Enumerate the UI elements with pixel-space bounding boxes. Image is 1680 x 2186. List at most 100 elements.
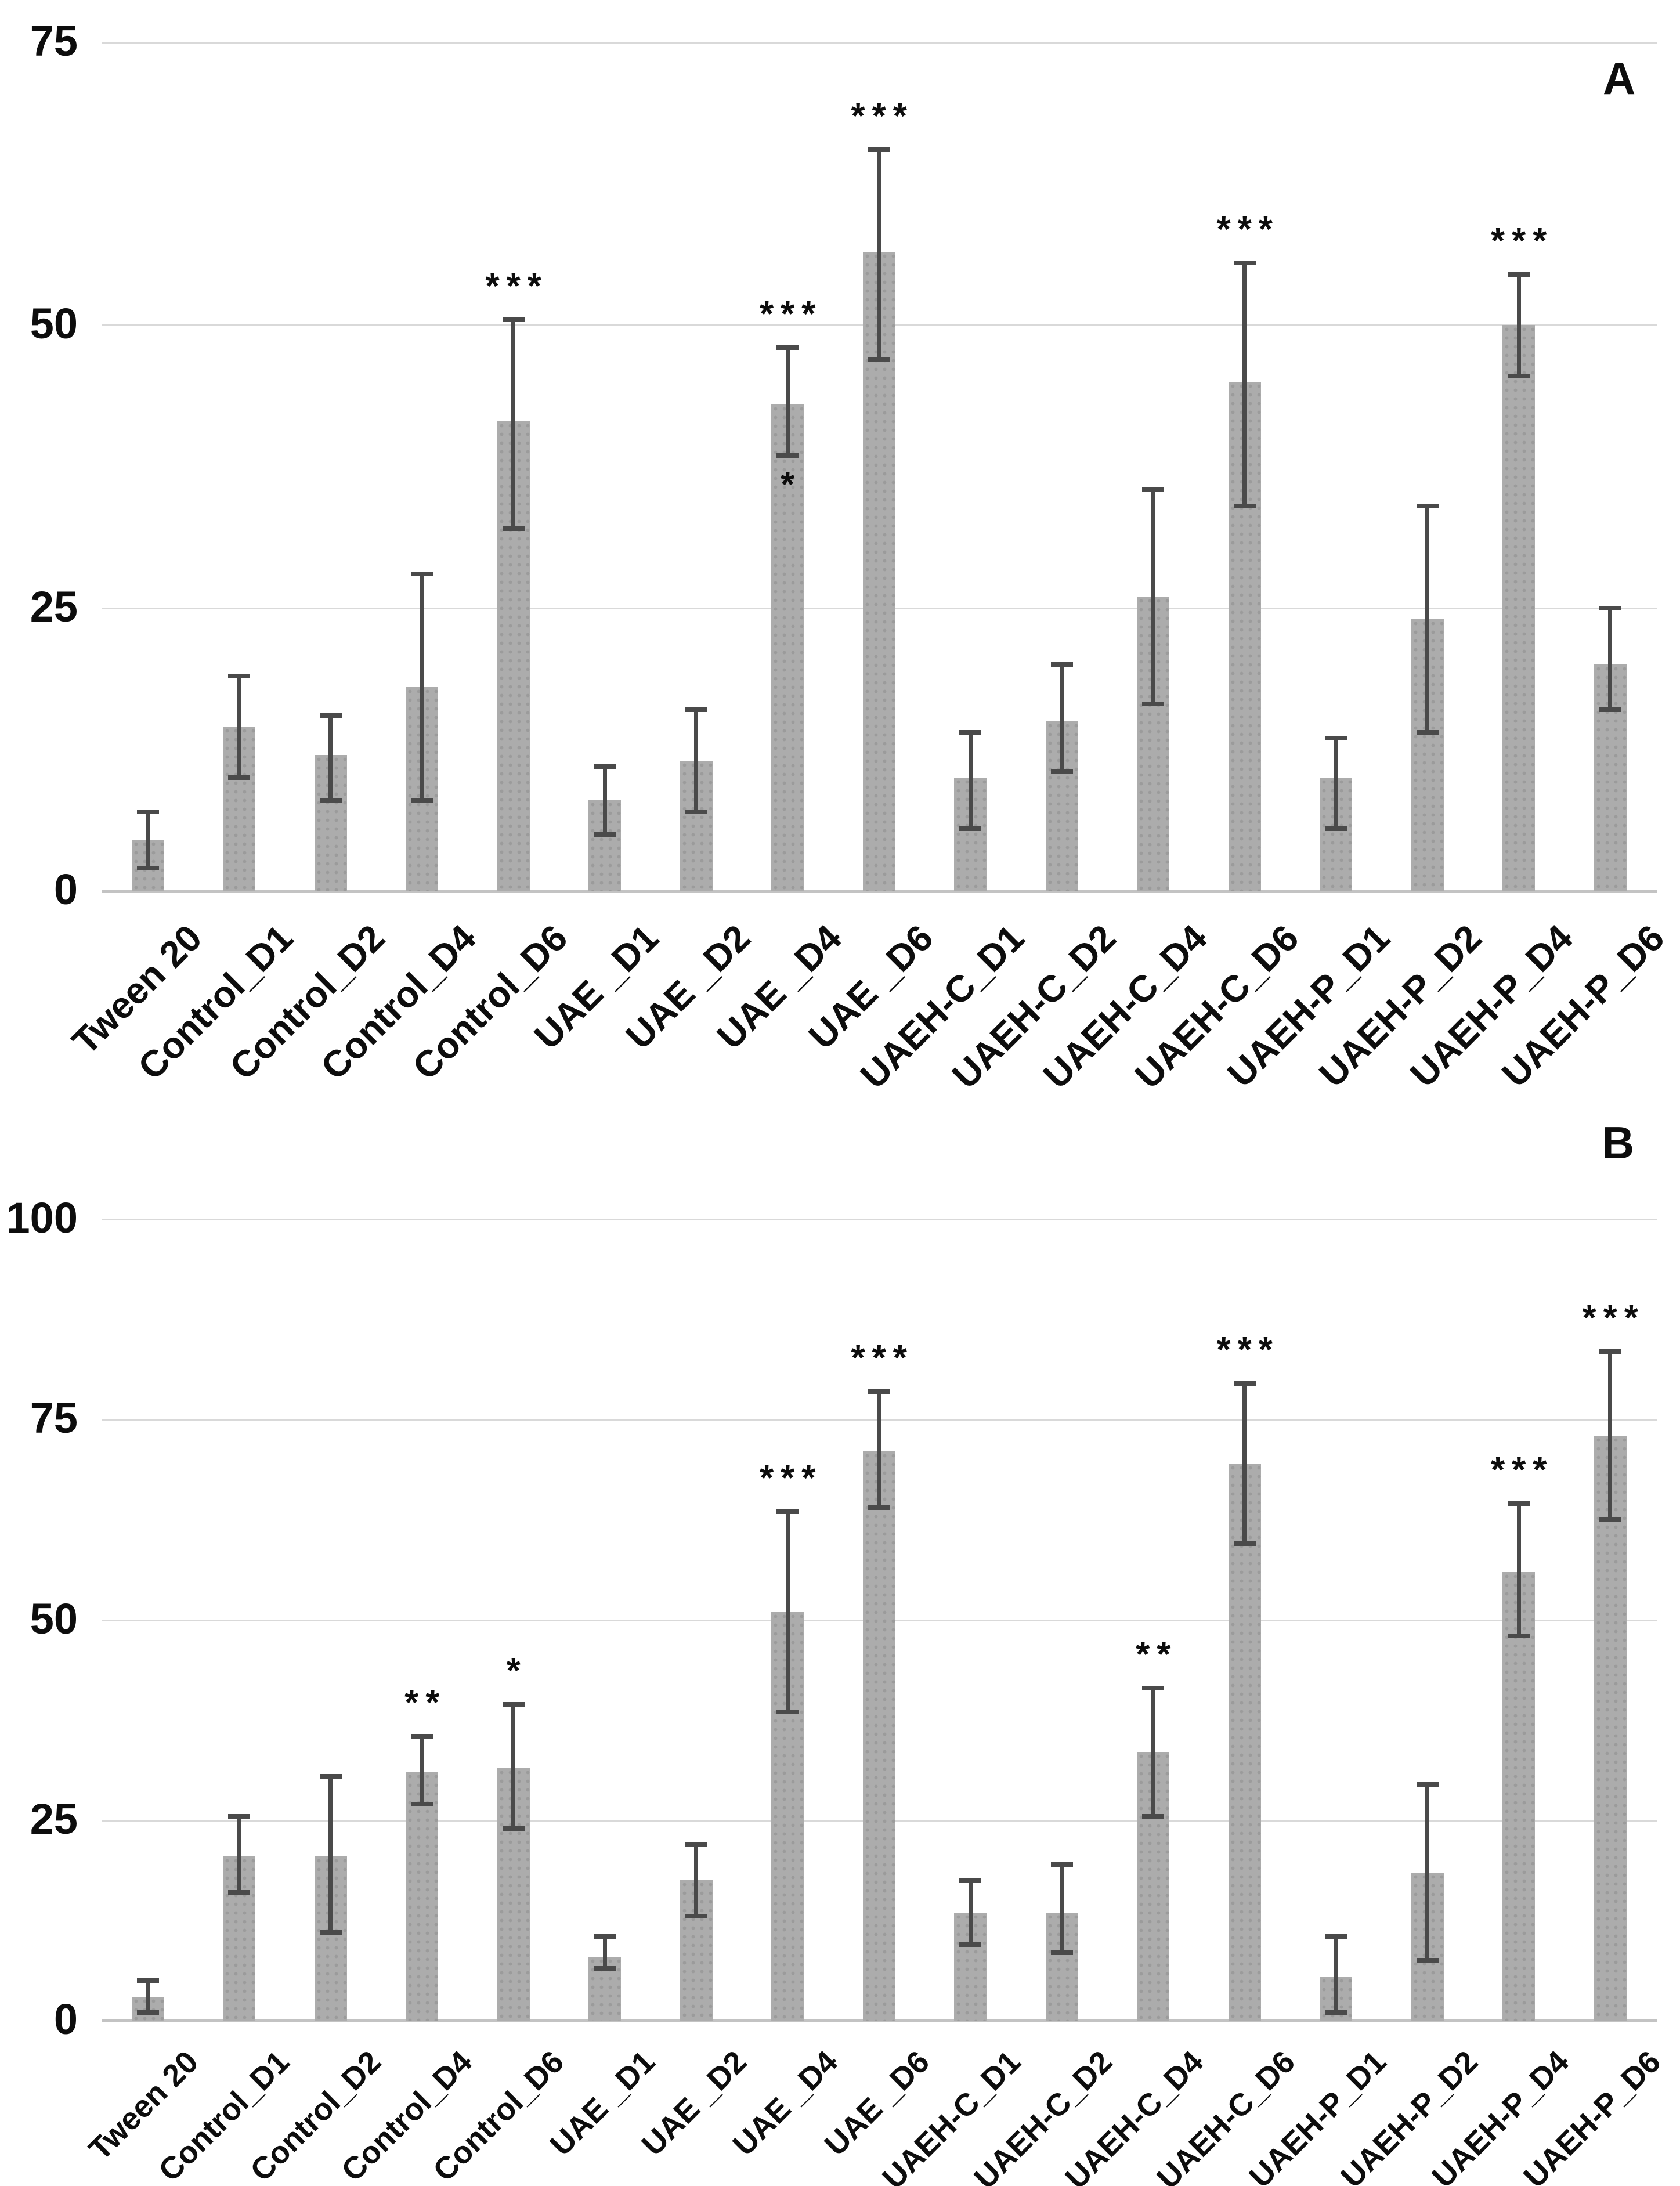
error-bar-cap-bottom	[411, 1802, 433, 1807]
error-bar-line	[1608, 608, 1613, 710]
y-tick-label: 0	[53, 1995, 78, 2043]
error-bar-cap-bottom	[1599, 707, 1621, 713]
error-bar-cap-top	[136, 809, 159, 814]
error-bar-cap-bottom	[1142, 702, 1165, 707]
error-bar-cap-top	[776, 1509, 799, 1515]
significance-stars: ***	[760, 1458, 823, 1499]
error-bar-cap-top	[411, 572, 433, 577]
significance-stars: ***	[851, 96, 914, 137]
error-bar-line	[1334, 738, 1338, 829]
significance-star-below: *	[781, 464, 802, 505]
error-bar-cap-top	[228, 673, 251, 678]
error-bar-line	[968, 1880, 973, 1945]
error-bar-line	[1060, 1864, 1064, 1953]
significance-stars: **	[1136, 1634, 1178, 1675]
error-bar-cap-bottom	[228, 775, 251, 781]
error-bar-line	[877, 1391, 881, 1508]
error-bar-cap-top	[319, 1773, 342, 1779]
significance-stars: ***	[1491, 221, 1554, 261]
error-bar-line	[1242, 263, 1247, 507]
bar-UAEH-C_D6	[1228, 1464, 1261, 2021]
y-tick-label: 100	[6, 1194, 78, 1242]
significance-stars: ***	[1216, 1330, 1280, 1371]
error-bar-cap-bottom	[1325, 2010, 1347, 2015]
error-bar-line	[1425, 1784, 1430, 1961]
bar-UAEH-C_D1	[954, 1912, 987, 2021]
error-bar-cap-top	[1416, 504, 1439, 509]
error-bar-cap-bottom	[319, 1930, 342, 1935]
error-bar-cap-bottom	[868, 356, 890, 362]
error-bar-cap-bottom	[1416, 730, 1439, 735]
error-bar-cap-top	[1325, 735, 1347, 740]
error-bar-cap-top	[319, 713, 342, 718]
x-axis-line	[102, 2019, 1657, 2022]
error-bar-cap-top	[411, 1733, 433, 1739]
error-bar-cap-top	[228, 1813, 251, 1819]
error-bar-cap-bottom	[502, 526, 525, 532]
error-bar-cap-top	[776, 345, 799, 351]
error-bar-cap-top	[1599, 605, 1621, 610]
significance-stars: ***	[1216, 209, 1280, 250]
y-tick-label: 25	[30, 582, 78, 631]
error-bar-line	[420, 574, 424, 801]
gridline-75	[102, 42, 1657, 44]
error-bar-cap-top	[685, 1842, 707, 1847]
significance-stars: ***	[1582, 1298, 1645, 1338]
error-bar-cap-top	[1142, 486, 1165, 492]
bar-Control_D6	[497, 1768, 530, 2021]
error-bar-cap-top	[1325, 1934, 1347, 1939]
error-bar-cap-bottom	[1233, 504, 1256, 509]
error-bar-line	[1151, 1688, 1155, 1816]
error-bar-line	[237, 675, 241, 778]
bar-UAEH-P_D2	[1411, 619, 1444, 891]
error-bar-cap-bottom	[136, 866, 159, 870]
error-bar-line	[420, 1736, 424, 1805]
error-bar-cap-bottom	[959, 1942, 982, 1947]
bar-UAE _D4	[771, 404, 804, 891]
error-bar-cap-bottom	[1050, 769, 1073, 775]
error-bar-line	[511, 1704, 516, 1829]
error-bar-cap-top	[959, 1878, 982, 1883]
bar-UAE _D6	[862, 1451, 895, 2021]
error-bar-line	[1425, 506, 1430, 733]
error-bar-cap-bottom	[685, 809, 707, 814]
error-bar-line	[694, 1844, 699, 1917]
significance-stars: ***	[851, 1338, 914, 1378]
error-bar-cap-top	[1416, 1782, 1439, 1787]
error-bar-cap-bottom	[228, 1890, 251, 1895]
error-bar-cap-top	[868, 1389, 890, 1394]
error-bar-cap-top	[1508, 272, 1530, 277]
error-bar-cap-bottom	[1599, 1517, 1621, 1522]
error-bar-cap-top	[1233, 261, 1256, 266]
error-bar-cap-bottom	[776, 1710, 799, 1715]
bar-Control_D2	[314, 755, 347, 891]
y-tick-label: 75	[30, 17, 78, 65]
error-bar-line	[1516, 274, 1521, 377]
error-bar-cap-bottom	[959, 826, 982, 831]
bar-Control_D4	[406, 1772, 439, 2021]
error-bar-cap-top	[1233, 1381, 1256, 1386]
significance-stars: ***	[485, 266, 548, 306]
error-bar-cap-bottom	[1508, 1634, 1530, 1639]
error-bar-line	[785, 348, 790, 456]
significance-stars: *	[506, 1650, 528, 1691]
bar-UAEH-P_D4	[1502, 325, 1536, 891]
error-bar-cap-bottom	[594, 1966, 616, 1971]
error-bar-cap-top	[136, 1978, 159, 1983]
error-bar-cap-bottom	[1050, 1950, 1073, 1955]
error-bar-line	[511, 319, 516, 529]
error-bar-line	[237, 1816, 241, 1893]
y-tick-label: 0	[53, 865, 78, 913]
error-bar-line	[785, 1512, 790, 1712]
significance-stars: ***	[760, 294, 823, 335]
gridline-100	[102, 1219, 1657, 1220]
error-bar-cap-top	[594, 764, 616, 769]
y-tick-label: 50	[30, 299, 78, 348]
error-bar-line	[1516, 1504, 1521, 1636]
error-bar-line	[602, 1936, 607, 1969]
error-bar-line	[694, 710, 699, 812]
error-bar-cap-bottom	[1233, 1541, 1256, 1547]
error-bar-cap-top	[1142, 1685, 1165, 1690]
error-bar-cap-top	[1050, 662, 1073, 667]
significance-stars: **	[404, 1682, 447, 1723]
